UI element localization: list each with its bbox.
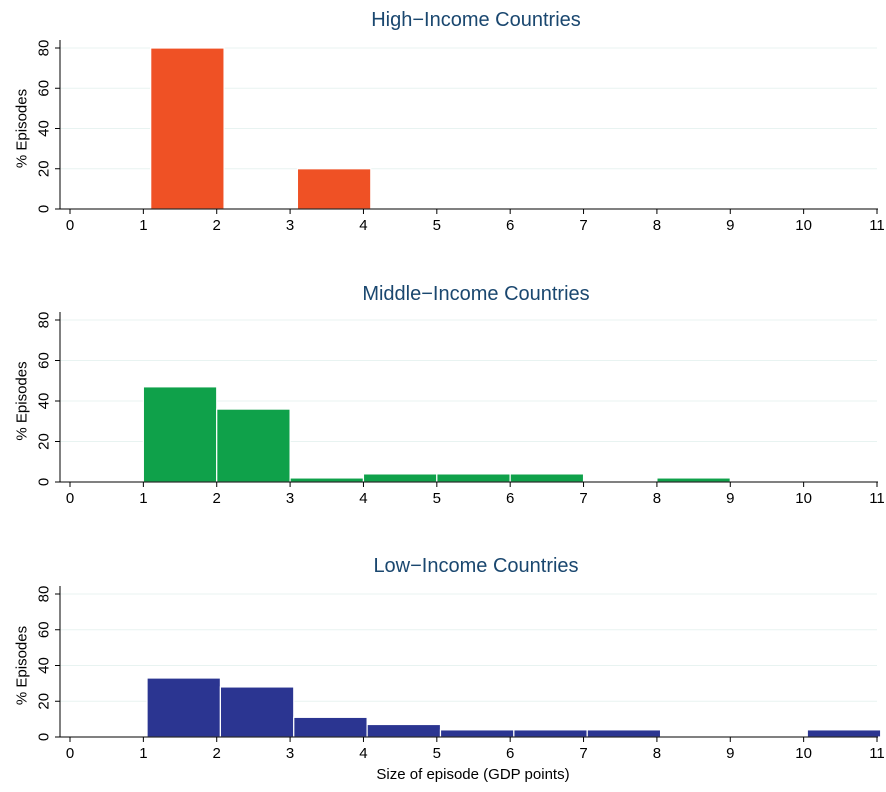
x-tick-label: 7 [579,745,587,762]
y-tick-label: 20 [36,160,53,177]
y-tick-label: 40 [36,393,53,410]
histogram-bar [513,729,588,738]
x-tick-label: 6 [506,490,514,507]
y-tick-label: 20 [36,693,53,710]
x-tick-label: 3 [286,745,294,762]
x-tick-label: 1 [139,745,147,762]
x-tick-label: 6 [506,745,514,762]
histogram-bar [142,386,218,483]
x-tick-label: 10 [795,490,812,507]
histogram-bar [509,473,585,483]
panel-title: Low−Income Countries [373,555,578,577]
chart-panel-3: 0 20 40 60 80 0 1 2 3 4 5 6 7 8 9 10 11 % Episodes Low−Inc… [14,555,885,762]
x-tick-label: 7 [579,217,587,234]
y-tick-label: 20 [36,433,53,450]
x-tick-label: 4 [359,490,367,507]
x-tick-label: 9 [726,745,734,762]
histogram-bar [656,477,731,483]
x-tick-label: 8 [653,490,661,507]
chart-panel-2: 0 20 40 60 80 0 1 2 3 4 5 6 7 8 9 10 11 % Episodes Middle−… [14,283,885,507]
y-tick-label: 40 [36,120,53,137]
histogram-bar [439,729,515,738]
x-tick-label: 11 [869,745,885,762]
histogram-bar [219,686,295,738]
histogram-bar [216,408,291,483]
x-tick-label: 4 [359,745,367,762]
x-tick-label: 11 [869,490,885,507]
x-tick-label: 10 [795,217,812,234]
x-tick-label: 6 [506,217,514,234]
y-tick-label: 80 [36,40,53,57]
y-tick-label: 60 [36,80,53,97]
y-tick-label: 0 [36,205,53,213]
x-tick-label: 11 [869,217,885,234]
histogram-bar [366,723,442,738]
x-tick-label: 9 [726,490,734,507]
x-axis-title: Size of episode (GDP points) [376,766,569,783]
x-tick-label: 0 [66,490,74,507]
x-tick-label: 8 [653,217,661,234]
x-tick-label: 2 [213,490,221,507]
x-tick-label: 0 [66,217,74,234]
x-tick-label: 2 [213,217,221,234]
histogram-bar [289,477,365,483]
x-tick-label: 5 [433,745,441,762]
y-tick-label: 0 [36,733,53,741]
histogram-bar [150,47,225,210]
histogram-bar [362,473,438,483]
x-tick-label: 8 [653,745,661,762]
y-axis-title: % Episodes [14,89,31,168]
histogram-bar [293,716,368,738]
panel-title: High−Income Countries [371,9,581,31]
x-tick-label: 0 [66,745,74,762]
y-tick-label: 0 [36,478,53,486]
x-tick-label: 10 [795,745,812,762]
x-tick-label: 5 [433,217,441,234]
x-tick-label: 7 [579,490,587,507]
x-tick-label: 1 [139,490,147,507]
x-tick-label: 5 [433,490,441,507]
y-axis-title: % Episodes [14,361,31,440]
histogram-bar [146,677,221,738]
x-tick-label: 3 [286,217,294,234]
x-tick-label: 2 [213,745,221,762]
x-tick-label: 9 [726,217,734,234]
x-tick-label: 4 [359,217,367,234]
histogram-bar [586,729,662,738]
y-tick-label: 40 [36,657,53,674]
y-tick-label: 80 [36,312,53,329]
histogram-bar [296,168,372,210]
y-tick-label: 60 [36,621,53,638]
y-tick-label: 60 [36,352,53,369]
histogram-bar [806,729,882,738]
chart-panel-1: 0 20 40 60 80 0 1 2 3 4 5 6 7 8 9 10 11 % Episodes High−In… [14,9,885,234]
histogram-bar [436,473,511,483]
panel-title: Middle−Income Countries [362,283,589,305]
y-axis-title: % Episodes [14,626,31,705]
x-tick-label: 1 [139,217,147,234]
y-tick-label: 80 [36,586,53,603]
x-tick-label: 3 [286,490,294,507]
